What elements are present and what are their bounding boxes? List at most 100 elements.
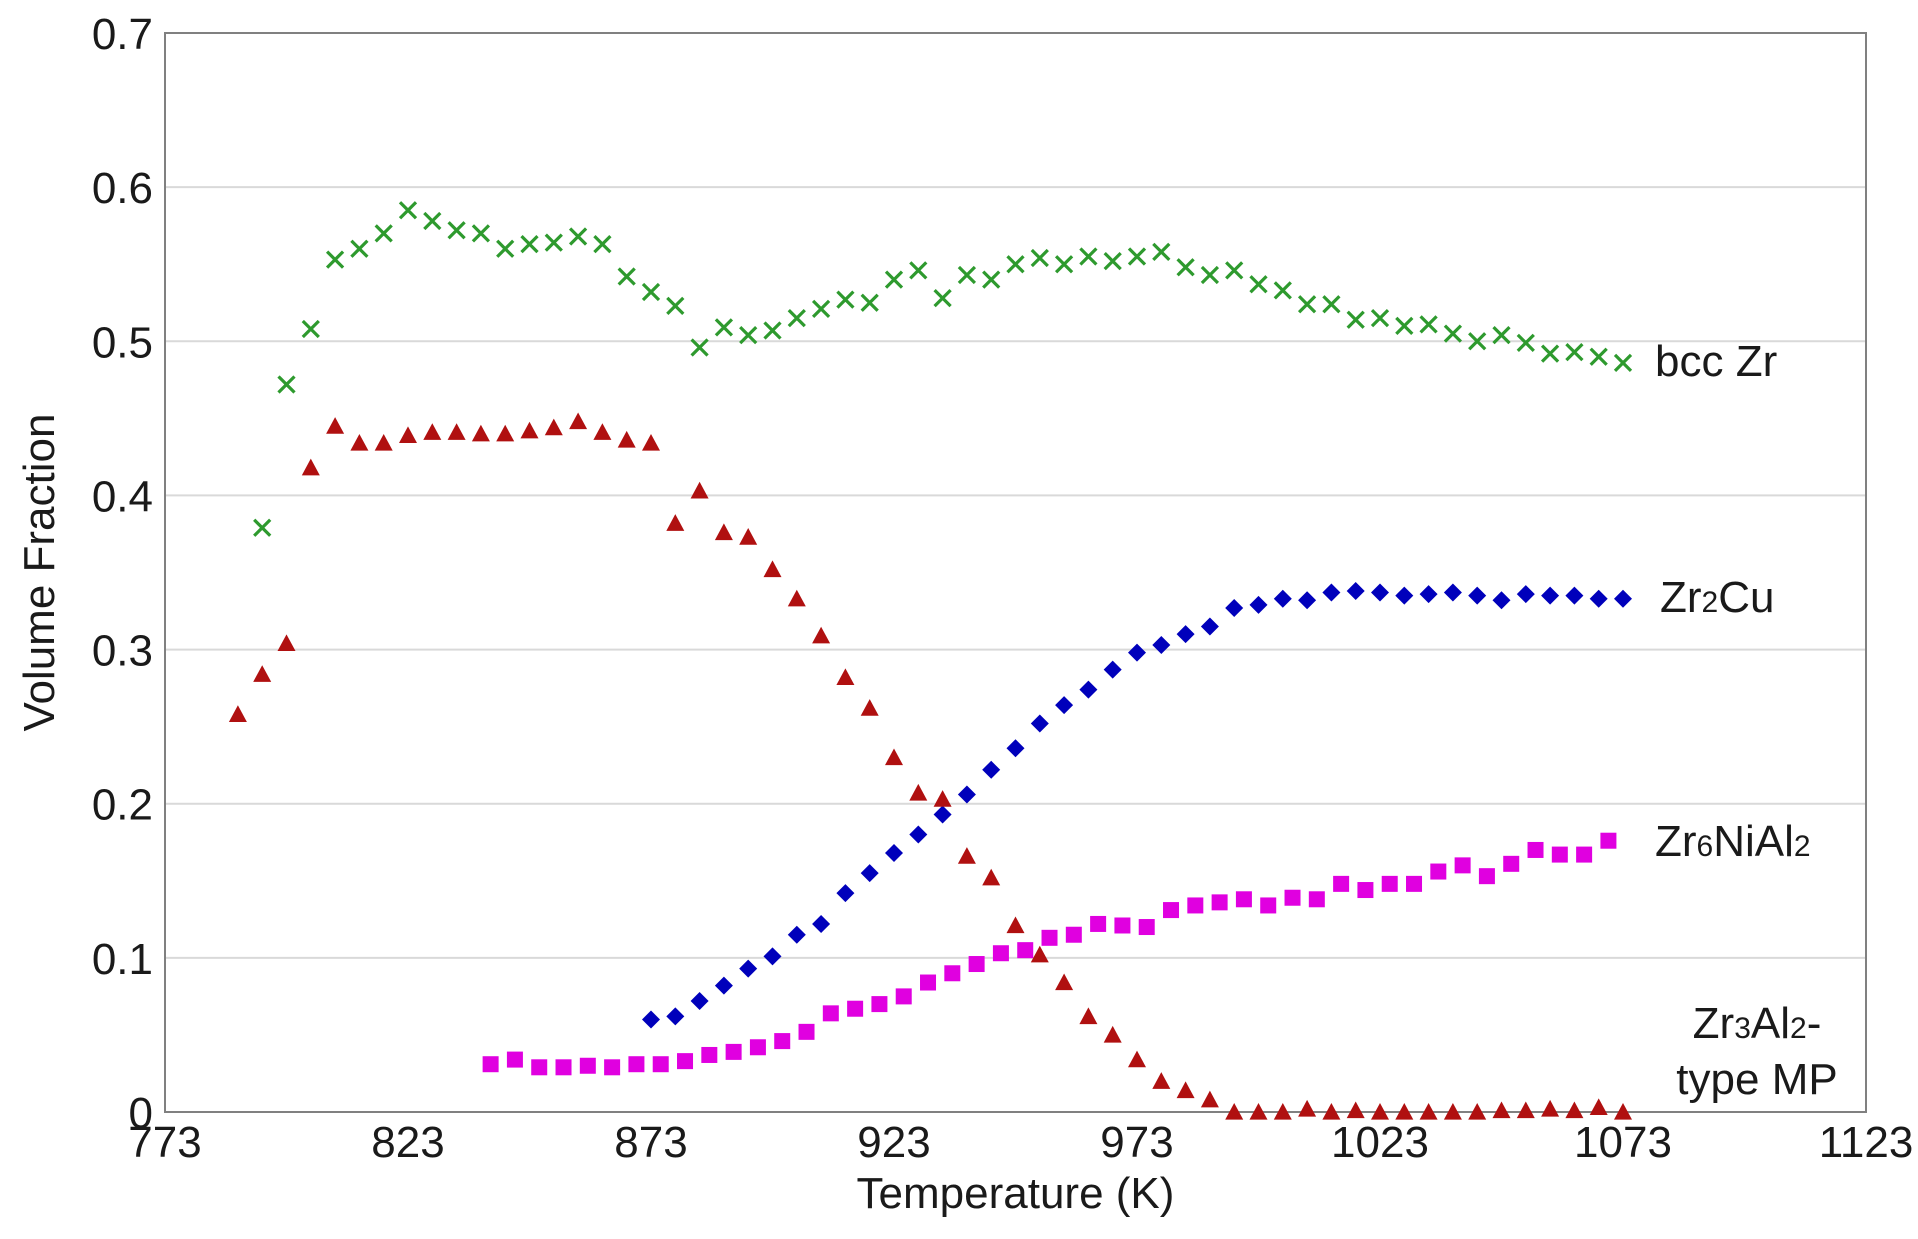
data-point <box>374 434 393 451</box>
gridlines <box>165 186 1866 959</box>
data-point <box>739 528 758 545</box>
data-point <box>1006 739 1025 758</box>
data-point <box>1054 255 1074 274</box>
data-point <box>520 421 539 439</box>
data-point <box>725 1043 742 1060</box>
data-point <box>847 1000 864 1017</box>
data-point <box>811 299 831 319</box>
data-point <box>992 945 1009 962</box>
x-tick-label: 1023 <box>1331 1118 1429 1167</box>
data-point <box>860 864 879 883</box>
series-x-markers <box>253 201 1633 537</box>
series-square-markers <box>482 832 1617 1076</box>
data-point <box>277 634 296 652</box>
data-point <box>1017 942 1034 959</box>
data-point <box>1127 247 1147 266</box>
data-point <box>604 1059 621 1076</box>
data-point <box>641 282 661 302</box>
data-point <box>1589 1098 1608 1116</box>
data-point <box>860 293 879 312</box>
data-point <box>1346 310 1365 329</box>
data-point <box>1454 857 1471 874</box>
data-point <box>1395 1103 1414 1120</box>
data-point <box>933 288 952 308</box>
data-point <box>447 221 466 240</box>
data-point <box>277 375 296 394</box>
data-point <box>544 233 563 252</box>
data-point <box>398 201 418 220</box>
data-point <box>471 224 491 243</box>
data-point <box>1492 591 1511 610</box>
data-point <box>326 417 345 434</box>
data-point <box>1273 1103 1292 1120</box>
data-point <box>1103 660 1122 679</box>
data-point <box>763 321 782 340</box>
series-label: Zr6NiAl2 <box>1655 817 1811 866</box>
data-point <box>471 424 490 442</box>
data-point <box>787 925 806 944</box>
data-point <box>871 996 888 1013</box>
data-point <box>652 1056 669 1073</box>
data-point <box>701 1046 718 1063</box>
data-point <box>1308 891 1325 908</box>
data-point <box>1200 617 1219 636</box>
data-point <box>749 1039 766 1056</box>
data-point <box>568 227 588 246</box>
data-point <box>1249 275 1268 294</box>
data-point <box>1419 585 1438 604</box>
data-point <box>301 319 320 339</box>
x-tick-label: 973 <box>1100 1118 1173 1167</box>
data-point <box>1090 915 1107 932</box>
data-point <box>1128 1050 1146 1068</box>
data-point <box>1322 1103 1341 1120</box>
data-point <box>593 235 612 254</box>
data-point <box>1176 625 1195 644</box>
data-point <box>982 760 1001 779</box>
data-point <box>1211 894 1228 911</box>
data-point <box>836 290 855 309</box>
data-point <box>957 785 976 804</box>
series-label: bcc Zr <box>1655 337 1777 386</box>
data-point <box>1322 295 1341 314</box>
data-point <box>690 481 709 499</box>
data-point <box>1249 1103 1268 1120</box>
data-point <box>774 1033 791 1050</box>
data-point <box>714 976 733 995</box>
data-point <box>690 992 709 1011</box>
data-point <box>1030 945 1049 963</box>
data-point <box>531 1059 548 1076</box>
data-point <box>1176 1081 1195 1099</box>
data-point <box>628 1056 645 1073</box>
data-point <box>920 974 937 991</box>
series-triangle-markers <box>228 412 1632 1120</box>
data-point <box>822 1005 839 1022</box>
data-point <box>1297 295 1317 314</box>
x-tick-label: 1073 <box>1574 1118 1672 1167</box>
data-point <box>1492 1101 1511 1119</box>
data-point <box>895 988 912 1005</box>
data-point <box>1516 1101 1535 1119</box>
x-axis-ticks: 773 823 873 923 973 1023 1073 1123 <box>128 1118 1913 1167</box>
data-point <box>350 434 369 451</box>
data-point <box>1395 586 1414 605</box>
data-point <box>1370 309 1390 328</box>
data-point <box>1298 591 1317 610</box>
series-label: Zr3Al2- <box>1693 999 1822 1048</box>
data-point <box>957 265 977 285</box>
data-point <box>506 1051 523 1068</box>
data-point <box>739 959 758 978</box>
data-point <box>1371 1103 1389 1120</box>
data-point <box>1468 586 1487 605</box>
data-point <box>1419 1103 1438 1120</box>
data-point <box>1346 581 1365 600</box>
data-point <box>909 825 928 844</box>
data-point <box>909 783 928 801</box>
data-point <box>1138 919 1155 936</box>
data-point <box>812 914 831 933</box>
data-point <box>1103 1025 1122 1043</box>
x-tick-label: 823 <box>371 1118 444 1167</box>
data-point <box>1041 929 1058 946</box>
x-tick-label: 923 <box>857 1118 930 1167</box>
data-point <box>1406 875 1423 892</box>
